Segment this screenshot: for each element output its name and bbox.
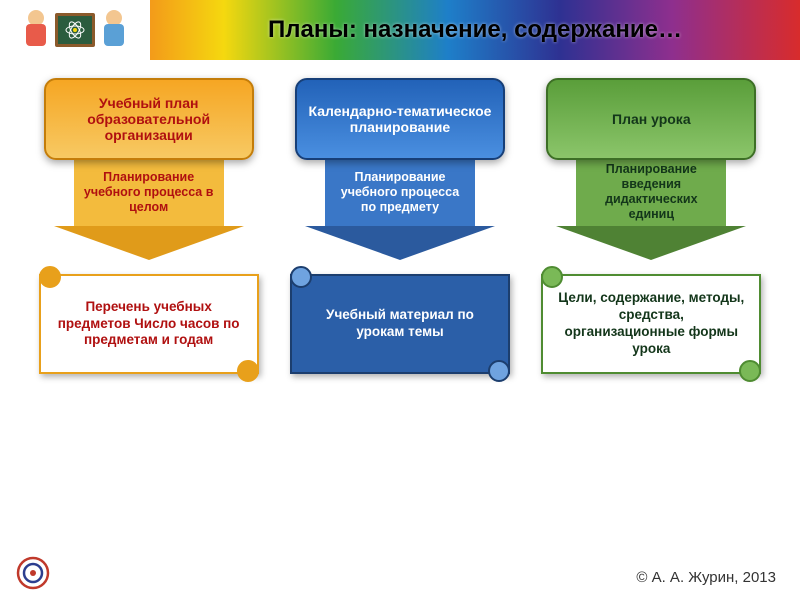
scroll-box: Цели, содержание, методы, средства, орга… — [541, 274, 761, 374]
top-box: Учебный план образовательной организации — [44, 78, 254, 160]
diagram-column-2: План урокаПланирование введения дидактич… — [533, 78, 770, 374]
kid-left-icon — [21, 10, 51, 50]
rainbow-header: Планы: назначение, содержание… — [0, 0, 800, 60]
arrow: Планирование введения дидактических един… — [576, 150, 726, 260]
header-illustration — [0, 0, 150, 60]
footer-logo-icon — [16, 556, 50, 590]
scroll-box: Перечень учебных предметов Число часов п… — [39, 274, 259, 374]
diagram-column-0: Учебный план образовательной организации… — [30, 78, 267, 374]
top-box: Календарно-тематическое планирование — [295, 78, 505, 160]
arrow: Планирование учебного процесса по предме… — [325, 150, 475, 260]
diagram-content: Учебный план образовательной организации… — [0, 60, 800, 374]
kid-right-icon — [99, 10, 129, 50]
blackboard-icon — [55, 13, 95, 47]
top-box: План урока — [546, 78, 756, 160]
page-title: Планы: назначение, содержание… — [150, 16, 800, 44]
arrow: Планирование учебного процесса в целом — [74, 150, 224, 260]
diagram-column-1: Календарно-тематическое планированиеПлан… — [281, 78, 518, 374]
scroll-box: Учебный материал по урокам темы — [290, 274, 510, 374]
copyright: © А. А. Журин, 2013 — [636, 569, 776, 586]
